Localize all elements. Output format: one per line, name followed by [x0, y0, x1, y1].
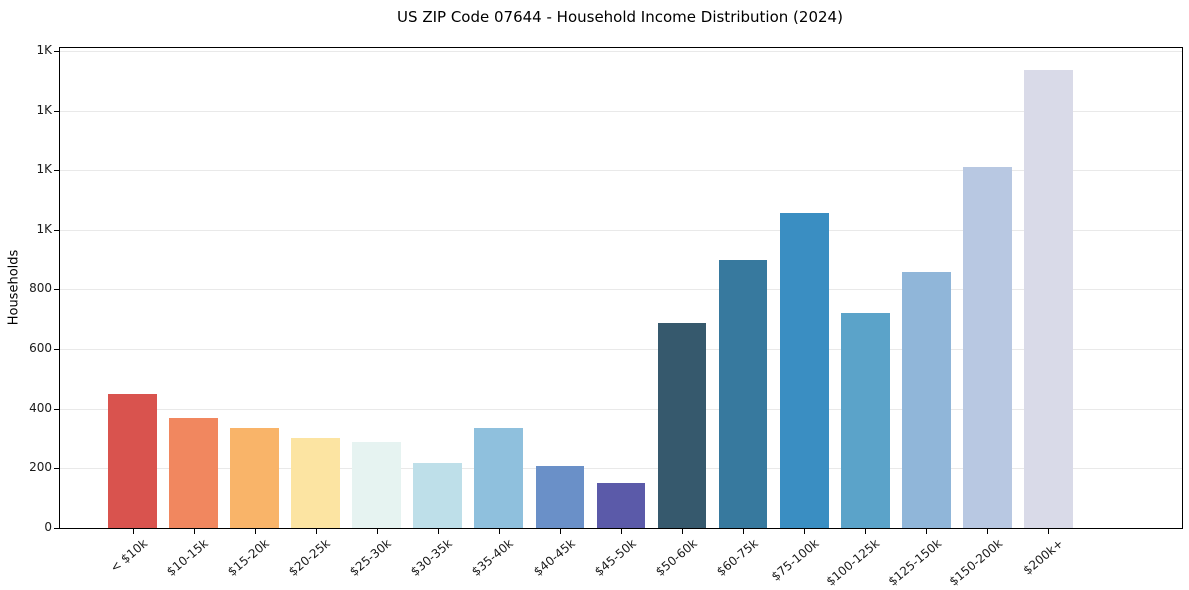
bar — [657, 322, 707, 528]
y-gridline — [60, 110, 1182, 112]
y-tick — [54, 170, 59, 172]
x-tick-label: $100-125k — [823, 536, 883, 589]
x-tick — [1048, 529, 1050, 534]
x-tick-label: $150-200k — [946, 536, 1005, 589]
x-tick-label: $125-150k — [885, 536, 944, 589]
bar — [413, 462, 463, 528]
x-tick-label: $200k+ — [1020, 536, 1066, 578]
bar — [779, 213, 829, 528]
y-gridline — [60, 408, 1182, 410]
x-tick — [437, 529, 439, 534]
y-tick-label: 1K — [36, 221, 52, 236]
bar — [169, 417, 219, 528]
x-tick — [254, 529, 256, 534]
bar — [596, 482, 646, 528]
y-gridline — [60, 170, 1182, 172]
bar — [108, 393, 158, 528]
y-tick — [54, 468, 59, 470]
y-tick — [54, 349, 59, 351]
x-tick — [804, 529, 806, 534]
y-gridline — [60, 289, 1182, 291]
plot-area — [54, 47, 1183, 534]
x-tick-label: $15-20k — [225, 536, 273, 579]
y-tick-label: 600 — [29, 341, 52, 356]
y-tick-label: 800 — [29, 281, 52, 296]
y-tick-label: 1K — [36, 162, 52, 177]
x-tick — [193, 529, 195, 534]
y-gridline — [60, 229, 1182, 231]
y-tick-label: 1K — [36, 102, 52, 117]
y-tick — [54, 229, 59, 231]
x-tick-label: $25-30k — [347, 536, 395, 579]
x-tick — [682, 529, 684, 534]
x-tick-label: $75-100k — [768, 536, 822, 584]
x-tick-label: $45-50k — [591, 536, 639, 579]
x-tick — [315, 529, 317, 534]
bar — [291, 437, 341, 528]
y-gridline — [60, 468, 1182, 470]
x-tick — [498, 529, 500, 534]
y-tick-label: 1K — [36, 42, 52, 57]
bar — [718, 260, 768, 528]
x-tick — [743, 529, 745, 534]
y-axis-label: Households — [6, 249, 22, 325]
x-tick-label: $60-75k — [713, 536, 761, 579]
x-tick — [132, 529, 134, 534]
bar — [352, 442, 402, 528]
y-tick — [54, 289, 59, 291]
x-tick-label: $35-40k — [469, 536, 517, 579]
bar — [1023, 69, 1073, 528]
x-tick-label: $30-35k — [408, 536, 456, 579]
y-tick-label: 400 — [29, 400, 52, 415]
chart-title: US ZIP Code 07644 - Household Income Dis… — [397, 8, 843, 26]
bar — [474, 427, 524, 528]
x-tick — [559, 529, 561, 534]
bar — [962, 167, 1012, 528]
bar — [230, 428, 280, 528]
x-tick-label: $10-15k — [164, 536, 212, 579]
x-tick-label: $50-60k — [652, 536, 700, 579]
x-tick-label: $20-25k — [286, 536, 334, 579]
y-axis-label-container: Households — [0, 47, 28, 527]
y-tick-label: 200 — [29, 460, 52, 475]
y-tick-label: 0 — [44, 520, 52, 534]
y-tick — [54, 110, 59, 112]
bar — [840, 313, 890, 528]
x-tick — [376, 529, 378, 534]
x-tick — [865, 529, 867, 534]
y-gridline — [60, 349, 1182, 351]
x-tick — [621, 529, 622, 534]
bar — [535, 466, 585, 528]
x-tick — [987, 529, 989, 534]
x-tick-label: $40-45k — [530, 536, 578, 579]
y-tick — [54, 528, 59, 529]
x-tick-label: < $10k — [107, 536, 151, 576]
y-gridline — [60, 50, 1182, 52]
x-tick — [926, 529, 928, 534]
y-tick — [54, 408, 59, 410]
y-tick — [54, 50, 59, 52]
bar — [901, 271, 951, 528]
